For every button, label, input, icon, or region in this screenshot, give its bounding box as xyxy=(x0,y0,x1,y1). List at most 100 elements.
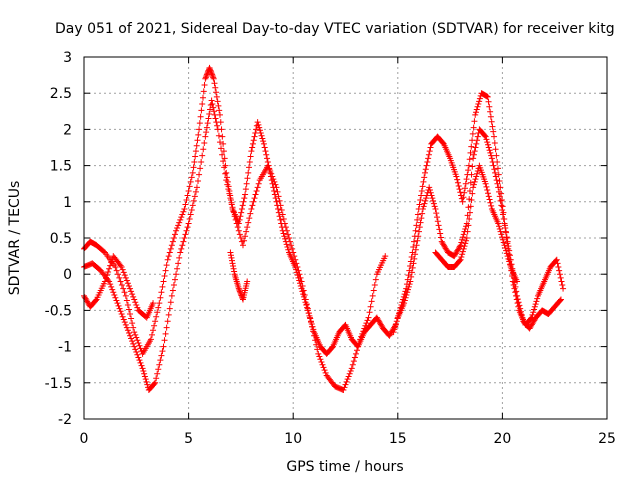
data-point xyxy=(107,262,114,269)
data-point xyxy=(203,124,210,131)
data-point xyxy=(416,201,423,208)
data-point xyxy=(210,75,217,82)
data-point xyxy=(487,199,494,206)
data-point xyxy=(518,311,525,318)
data-point xyxy=(391,326,398,333)
data-point xyxy=(495,184,502,191)
data-point xyxy=(184,224,191,231)
data-point xyxy=(209,73,216,80)
data-point xyxy=(429,195,436,202)
data-point xyxy=(274,188,281,195)
data-point xyxy=(120,285,127,292)
data-point xyxy=(355,343,362,350)
series-track-b xyxy=(81,97,389,394)
data-point xyxy=(458,254,465,261)
data-point xyxy=(532,301,539,308)
data-point xyxy=(199,94,206,101)
data-point xyxy=(291,253,298,260)
data-point xyxy=(255,180,262,187)
data-point xyxy=(156,300,163,307)
data-point xyxy=(487,113,494,120)
x-tick-label: 20 xyxy=(493,431,511,447)
data-point xyxy=(230,263,237,270)
data-point xyxy=(491,139,498,146)
data-point xyxy=(246,215,253,222)
data-point xyxy=(120,269,127,276)
data-point xyxy=(183,227,190,234)
data-point xyxy=(517,305,524,312)
data-point xyxy=(290,249,297,256)
data-point xyxy=(462,180,469,187)
data-point xyxy=(430,200,437,207)
data-point xyxy=(428,192,435,199)
data-point xyxy=(203,129,210,136)
data-point xyxy=(419,183,426,190)
data-point xyxy=(250,137,257,144)
data-point xyxy=(557,274,564,281)
data-point xyxy=(233,220,240,227)
data-point xyxy=(223,177,230,184)
data-point xyxy=(488,155,495,162)
data-point xyxy=(176,219,183,226)
data-point xyxy=(280,230,287,237)
data-point xyxy=(139,365,146,372)
data-point xyxy=(101,278,108,285)
series-track-e xyxy=(394,126,564,332)
axis-ticks: 0 5 10 15 20 25 -2 -1.5 -1 -0.5 0 0.5 1 1.5 2 2.5 3 xyxy=(45,50,616,447)
data-point xyxy=(180,208,187,215)
data-point xyxy=(106,265,113,272)
data-point xyxy=(111,292,118,299)
data-point xyxy=(191,193,198,200)
data-point xyxy=(242,191,249,198)
data-point xyxy=(457,256,464,263)
data-point xyxy=(281,233,288,240)
data-point xyxy=(297,274,304,281)
data-point xyxy=(178,245,185,252)
data-point xyxy=(458,239,465,246)
data-point xyxy=(140,368,147,375)
data-point xyxy=(413,242,420,249)
data-point xyxy=(189,202,196,209)
data-point xyxy=(503,247,510,254)
data-point xyxy=(503,250,510,257)
data-point xyxy=(127,332,134,339)
data-point xyxy=(168,292,175,299)
data-point xyxy=(172,276,179,283)
data-point xyxy=(254,119,261,126)
data-point xyxy=(220,140,227,147)
data-point xyxy=(472,144,479,151)
data-point xyxy=(359,330,366,337)
data-point xyxy=(461,243,468,250)
data-point xyxy=(425,155,432,162)
data-point xyxy=(253,126,260,133)
data-point xyxy=(221,155,228,162)
data-point xyxy=(275,209,282,216)
data-point xyxy=(287,238,294,245)
data-point xyxy=(468,143,475,150)
data-point xyxy=(136,342,143,349)
data-point xyxy=(419,210,426,217)
data-point xyxy=(173,271,180,278)
data-point xyxy=(189,169,196,176)
data-point xyxy=(270,176,277,183)
data-point xyxy=(213,119,220,126)
data-point xyxy=(414,216,421,223)
data-point xyxy=(229,260,236,267)
data-point xyxy=(167,299,174,306)
data-point xyxy=(246,158,253,165)
data-point xyxy=(410,260,417,267)
data-point xyxy=(533,298,540,305)
data-point xyxy=(300,287,307,294)
data-point xyxy=(166,249,173,256)
data-point xyxy=(402,294,409,301)
y-tick-label: 1 xyxy=(63,195,72,211)
data-point xyxy=(216,107,223,114)
data-point xyxy=(185,220,192,227)
data-point xyxy=(420,203,427,210)
data-point xyxy=(299,282,306,289)
data-point xyxy=(459,234,466,241)
data-point xyxy=(155,366,162,373)
data-point xyxy=(474,133,481,140)
data-point xyxy=(499,203,506,210)
